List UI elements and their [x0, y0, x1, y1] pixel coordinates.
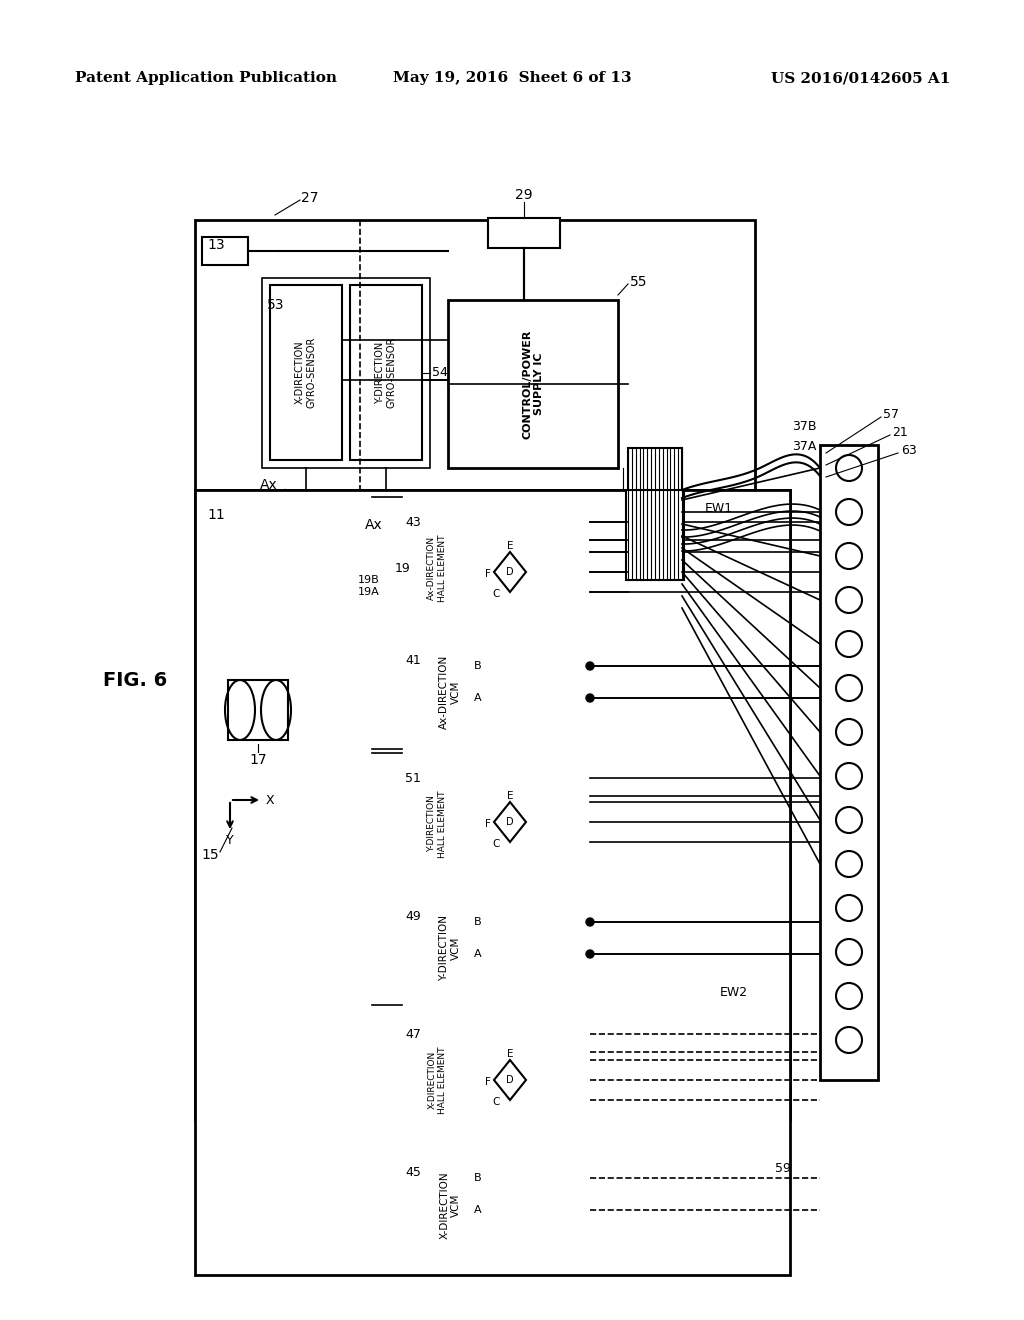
- Circle shape: [586, 663, 594, 671]
- Text: Y-DIRECTION
GYRO-SENSOR: Y-DIRECTION GYRO-SENSOR: [375, 337, 397, 408]
- Text: 37A: 37A: [792, 440, 816, 453]
- Bar: [490, 1200, 570, 1230]
- Text: EW1: EW1: [705, 502, 733, 515]
- Bar: [496, 1106, 526, 1126]
- Bar: [195, 490, 790, 1119]
- Text: Y: Y: [226, 833, 233, 846]
- Text: 53: 53: [267, 298, 285, 312]
- Text: 11: 11: [207, 508, 224, 521]
- Text: 27: 27: [301, 191, 318, 205]
- Bar: [490, 656, 570, 686]
- Text: US 2016/0142605 A1: US 2016/0142605 A1: [771, 71, 950, 84]
- Text: 63: 63: [901, 445, 916, 458]
- Bar: [820, 445, 878, 1080]
- Text: 19B: 19B: [358, 576, 380, 585]
- Text: 19: 19: [395, 561, 411, 574]
- Text: E: E: [507, 1049, 513, 1059]
- Bar: [490, 912, 570, 942]
- Text: B: B: [474, 917, 482, 927]
- Text: X-DIRECTION
GYRO-SENSOR: X-DIRECTION GYRO-SENSOR: [295, 337, 316, 408]
- Text: X-DIRECTION
HALL ELEMENT: X-DIRECTION HALL ELEMENT: [427, 1047, 446, 1114]
- Text: C: C: [493, 840, 500, 849]
- Text: 54: 54: [432, 366, 447, 379]
- Text: E: E: [507, 791, 513, 801]
- Bar: [350, 285, 422, 459]
- Text: A: A: [474, 949, 482, 960]
- Text: 57: 57: [883, 408, 899, 421]
- Bar: [400, 1012, 590, 1148]
- Circle shape: [586, 694, 594, 702]
- Bar: [496, 847, 526, 869]
- Circle shape: [586, 950, 594, 958]
- Bar: [400, 756, 590, 892]
- Bar: [410, 766, 465, 882]
- Text: Ax: Ax: [365, 517, 383, 532]
- Text: C: C: [493, 589, 500, 599]
- Text: 59: 59: [775, 1162, 791, 1175]
- Bar: [270, 285, 342, 459]
- Text: 41: 41: [406, 653, 421, 667]
- Bar: [400, 894, 590, 1002]
- Text: 21: 21: [892, 426, 907, 440]
- Text: 55: 55: [630, 275, 647, 289]
- Text: FIG. 6: FIG. 6: [102, 671, 167, 689]
- Text: F: F: [485, 818, 490, 829]
- Bar: [410, 1022, 465, 1138]
- Bar: [628, 447, 682, 570]
- Bar: [370, 495, 402, 751]
- Text: 37B: 37B: [792, 420, 816, 433]
- Text: F: F: [485, 1077, 490, 1086]
- Text: Ax-DIRECTION
VCM: Ax-DIRECTION VCM: [439, 655, 461, 729]
- Text: Patent Application Publication: Patent Application Publication: [75, 71, 337, 84]
- Text: EW2: EW2: [720, 986, 749, 998]
- Text: D: D: [506, 568, 514, 577]
- Bar: [496, 598, 526, 618]
- Text: D: D: [506, 817, 514, 828]
- Text: Y-DIRECTION
HALL ELEMENT: Y-DIRECTION HALL ELEMENT: [427, 791, 446, 858]
- Text: B: B: [474, 1173, 482, 1183]
- Text: B: B: [474, 661, 482, 671]
- Text: CONTROL/POWER
SUPPLY IC: CONTROL/POWER SUPPLY IC: [522, 329, 544, 438]
- Bar: [490, 944, 570, 974]
- Bar: [370, 751, 402, 1007]
- Text: Y-DIRECTION
VCM: Y-DIRECTION VCM: [439, 915, 461, 981]
- Bar: [400, 638, 590, 746]
- Bar: [195, 220, 755, 490]
- Text: Ax-DIRECTION
HALL ELEMENT: Ax-DIRECTION HALL ELEMENT: [427, 535, 446, 602]
- Circle shape: [586, 917, 594, 927]
- Text: 13: 13: [207, 238, 224, 252]
- Text: C: C: [493, 1097, 500, 1107]
- Text: 51: 51: [406, 772, 421, 785]
- Text: 47: 47: [406, 1028, 421, 1041]
- Bar: [202, 238, 248, 265]
- Bar: [626, 490, 684, 579]
- Bar: [370, 1007, 402, 1122]
- Bar: [262, 279, 430, 469]
- Text: 45: 45: [406, 1166, 421, 1179]
- Text: D: D: [506, 1074, 514, 1085]
- Text: 19A: 19A: [358, 587, 380, 597]
- Text: F: F: [485, 569, 490, 579]
- Bar: [195, 490, 790, 1275]
- Text: A: A: [474, 1205, 482, 1214]
- Bar: [410, 510, 465, 626]
- Bar: [488, 218, 560, 248]
- Text: May 19, 2016  Sheet 6 of 13: May 19, 2016 Sheet 6 of 13: [392, 71, 632, 84]
- Bar: [490, 1168, 570, 1199]
- Text: 15: 15: [201, 847, 219, 862]
- Text: E: E: [507, 541, 513, 550]
- Text: 43: 43: [406, 516, 421, 529]
- Text: 29: 29: [515, 187, 532, 202]
- Bar: [400, 1150, 590, 1261]
- Bar: [449, 300, 618, 469]
- Text: Ax: Ax: [260, 478, 278, 492]
- Text: 49: 49: [406, 909, 421, 923]
- Bar: [228, 680, 288, 741]
- Text: A: A: [474, 693, 482, 704]
- Text: X-DIRECTION
VCM: X-DIRECTION VCM: [439, 1171, 461, 1238]
- Text: X: X: [265, 793, 274, 807]
- Bar: [400, 500, 590, 636]
- Bar: [490, 688, 570, 718]
- Text: 17: 17: [249, 752, 267, 767]
